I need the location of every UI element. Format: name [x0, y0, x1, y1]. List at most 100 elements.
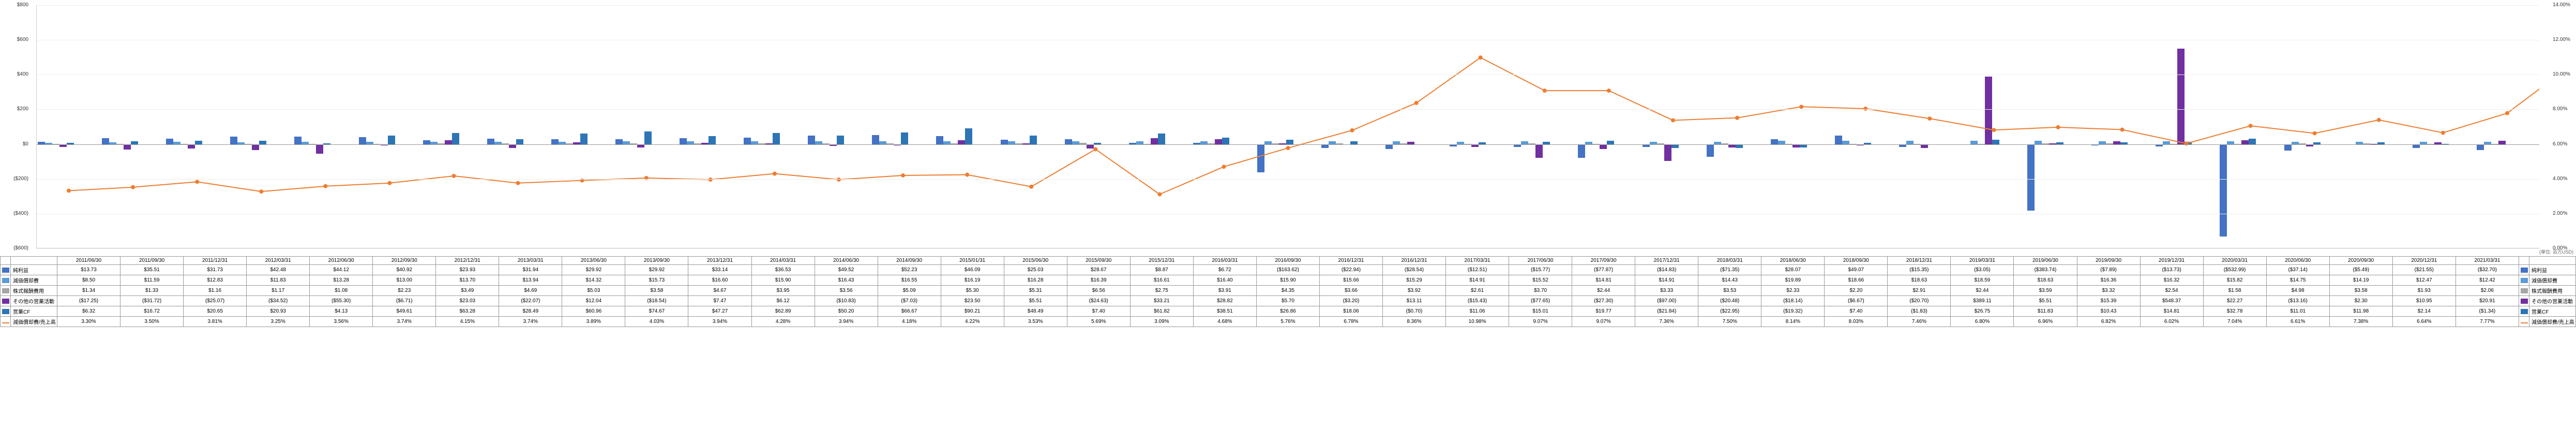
net_income-bar: [615, 139, 623, 144]
other_ops-bar: [2177, 49, 2185, 144]
period-header: 2012/09/30: [373, 257, 436, 265]
data-cell: $61.82: [1130, 306, 1193, 317]
data-cell: ($55.30): [310, 296, 373, 306]
operating_cf-bar: [837, 136, 844, 144]
period-header: 2018/06/30: [1761, 257, 1825, 265]
period-header: 2013/12/31: [688, 257, 751, 265]
data-cell: $44.12: [310, 265, 373, 275]
data-cell: ($383.74): [2014, 265, 2077, 275]
data-cell: $28.67: [1067, 265, 1130, 275]
data-cell: ($12.51): [1446, 265, 1509, 275]
net_income-bar: [294, 137, 302, 144]
data-cell: $16.40: [1193, 275, 1256, 286]
data-cell: $60.96: [562, 306, 625, 317]
table-row: 純利益$13.73$35.51$31.73$42.48$44.12$40.92$…: [1, 265, 2576, 275]
y-axis-left: ($600)($400)($200)$0$200$400$600$800: [0, 5, 31, 248]
data-cell: $1.16: [184, 286, 247, 296]
data-cell: $2.06: [2456, 286, 2519, 296]
net_income-bar: [1578, 144, 1585, 158]
data-cell: $49.61: [373, 306, 436, 317]
data-cell: $2.44: [1951, 286, 2014, 296]
data-cell: ($7.89): [2077, 265, 2140, 275]
data-cell: ($10.83): [815, 296, 878, 306]
net_income-bar: [936, 136, 943, 144]
data-cell: 6.02%: [2140, 317, 2203, 327]
data-cell: $29.92: [625, 265, 688, 275]
data-cell: 3.30%: [57, 317, 120, 327]
data-cell: $12.83: [184, 275, 247, 286]
data-cell: $14.43: [1698, 275, 1761, 286]
data-cell: $15.01: [1509, 306, 1572, 317]
period-header: 2011/12/31: [184, 257, 247, 265]
data-cell: $16.32: [2140, 275, 2203, 286]
data-cell: $13.11: [1382, 296, 1445, 306]
row-label: [11, 257, 57, 265]
data-cell: 7.38%: [2329, 317, 2392, 327]
data-cell: ($13.73): [2140, 265, 2203, 275]
data-cell: $8.87: [1130, 265, 1193, 275]
data-cell: $3.95: [751, 286, 815, 296]
operating_cf-bar: [709, 136, 716, 144]
row-label: 株式報酬費用: [11, 286, 57, 296]
bars-layer: [37, 5, 2539, 248]
data-cell: $33.21: [1130, 296, 1193, 306]
data-cell: $19.89: [1761, 275, 1825, 286]
unit-label: (単位: 百万USD): [2539, 248, 2573, 255]
row-label: その他の営業活動: [11, 296, 57, 306]
plot-area: [36, 5, 2539, 248]
net_income-bar: [487, 139, 494, 144]
row-label: 営業CF: [11, 306, 57, 317]
data-cell: $2.61: [1446, 286, 1509, 296]
net_income-bar: [808, 136, 815, 144]
data-cell: ($31.72): [120, 296, 184, 306]
period-header: 2015/06/30: [1004, 257, 1067, 265]
data-cell: $5.51: [1004, 296, 1067, 306]
data-cell: $13.73: [57, 265, 120, 275]
data-cell: $74.67: [625, 306, 688, 317]
data-cell: $12.47: [2392, 275, 2456, 286]
data-cell: $46.09: [941, 265, 1004, 275]
data-cell: $15.90: [1256, 275, 1319, 286]
data-cell: $28.07: [1761, 265, 1825, 275]
row-label: 減価償却費: [11, 275, 57, 286]
data-cell: $6.72: [1193, 265, 1256, 275]
data-cell: ($37.14): [2266, 265, 2329, 275]
net_income-bar: [102, 138, 109, 144]
data-cell: 3.25%: [247, 317, 310, 327]
operating_cf-bar: [1030, 136, 1037, 144]
data-cell: 6.82%: [2077, 317, 2140, 327]
net_income-bar: [551, 139, 559, 144]
data-cell: ($21.84): [1635, 306, 1698, 317]
data-cell: $33.14: [688, 265, 751, 275]
data-cell: $7.47: [688, 296, 751, 306]
other_ops-bar: [1151, 138, 1158, 144]
data-cell: $26.75: [1951, 306, 2014, 317]
data-cell: $15.52: [1509, 275, 1572, 286]
data-cell: $66.67: [878, 306, 941, 317]
y-left-tick: $0: [0, 141, 28, 147]
data-cell: 6.64%: [2392, 317, 2456, 327]
data-cell: $3.33: [1635, 286, 1698, 296]
data-cell: ($22.94): [1319, 265, 1382, 275]
data-cell: $2.30: [2329, 296, 2392, 306]
other_ops-bar: [252, 144, 259, 151]
data-cell: $3.91: [1193, 286, 1256, 296]
data-cell: ($6.71): [373, 296, 436, 306]
other_ops-bar: [188, 144, 195, 149]
data-cell: $50.20: [815, 306, 878, 317]
data-cell: ($21.55): [2392, 265, 2456, 275]
operating_cf-bar: [644, 131, 652, 144]
data-cell: 6.78%: [1319, 317, 1382, 327]
data-cell: ($1.83): [1888, 306, 1951, 317]
data-cell: 3.50%: [120, 317, 184, 327]
data-cell: $13.00: [373, 275, 436, 286]
y-right-tick: 8.00%: [2553, 106, 2567, 112]
data-cell: $14.81: [1572, 275, 1635, 286]
data-cell: $38.51: [1193, 306, 1256, 317]
data-table: 2011/06/302011/09/302011/12/312012/03/31…: [0, 256, 2576, 327]
operating_cf-bar: [1992, 140, 1999, 144]
period-header: 2020/06/30: [2266, 257, 2329, 265]
data-cell: $16.28: [1004, 275, 1067, 286]
data-cell: $4.13: [310, 306, 373, 317]
data-cell: $20.91: [2456, 296, 2519, 306]
